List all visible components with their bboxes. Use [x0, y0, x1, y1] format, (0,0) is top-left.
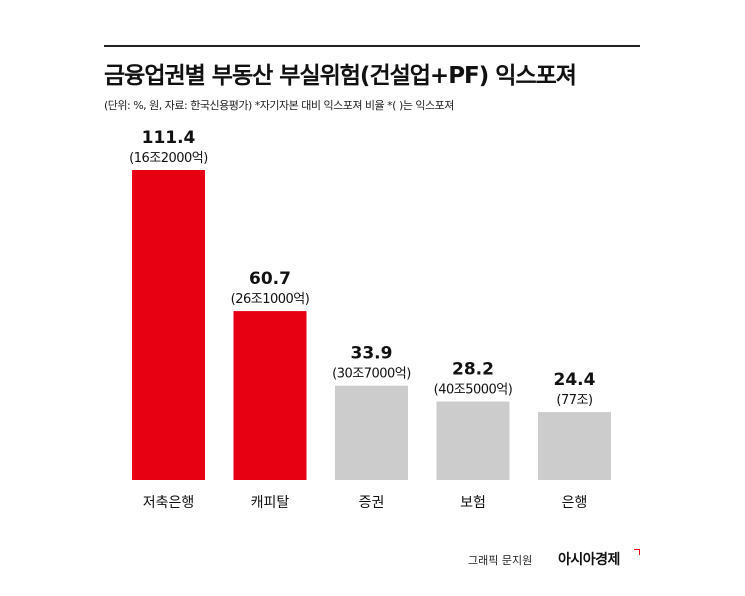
exposure-label-3: (30조7000억)	[332, 367, 411, 382]
category-label-5: 은행	[562, 495, 588, 511]
publisher-logo: 아시아경제	[558, 552, 620, 568]
value-label-4: 28.2	[452, 360, 494, 380]
bar-2	[233, 311, 307, 480]
title-rule	[104, 45, 640, 47]
exposure-label-5: (77조)	[556, 393, 592, 408]
exposure-label-1: (16조2000억)	[129, 151, 208, 166]
bar-3	[335, 385, 408, 480]
value-label-3: 33.9	[351, 344, 393, 364]
exposure-label-4: (40조5000억)	[434, 383, 513, 398]
category-label-3: 증권	[359, 495, 385, 511]
bar-4	[436, 401, 510, 480]
exposure-label-2: (26조1000억)	[231, 292, 310, 307]
value-label-2: 60.7	[249, 269, 291, 289]
value-label-1: 111.4	[142, 128, 196, 148]
value-label-5: 24.4	[554, 370, 596, 390]
graphic-credit: 그래픽 문지원	[468, 554, 533, 567]
category-label-4: 보험	[460, 495, 486, 511]
category-label-2: 캐피탈	[251, 495, 290, 511]
chart-subtitle: (단위: %, 원, 자료: 한국신용평가) *자기자본 대비 익스포져 비율 …	[104, 99, 454, 112]
bar-1	[132, 170, 205, 480]
category-label-1: 저축은행	[143, 495, 195, 511]
logo-mark-icon	[634, 549, 640, 555]
chart-title: 금융업권별 부동산 부실위험(건설업+PF) 익스포져	[104, 63, 577, 89]
bar-5	[538, 412, 611, 480]
